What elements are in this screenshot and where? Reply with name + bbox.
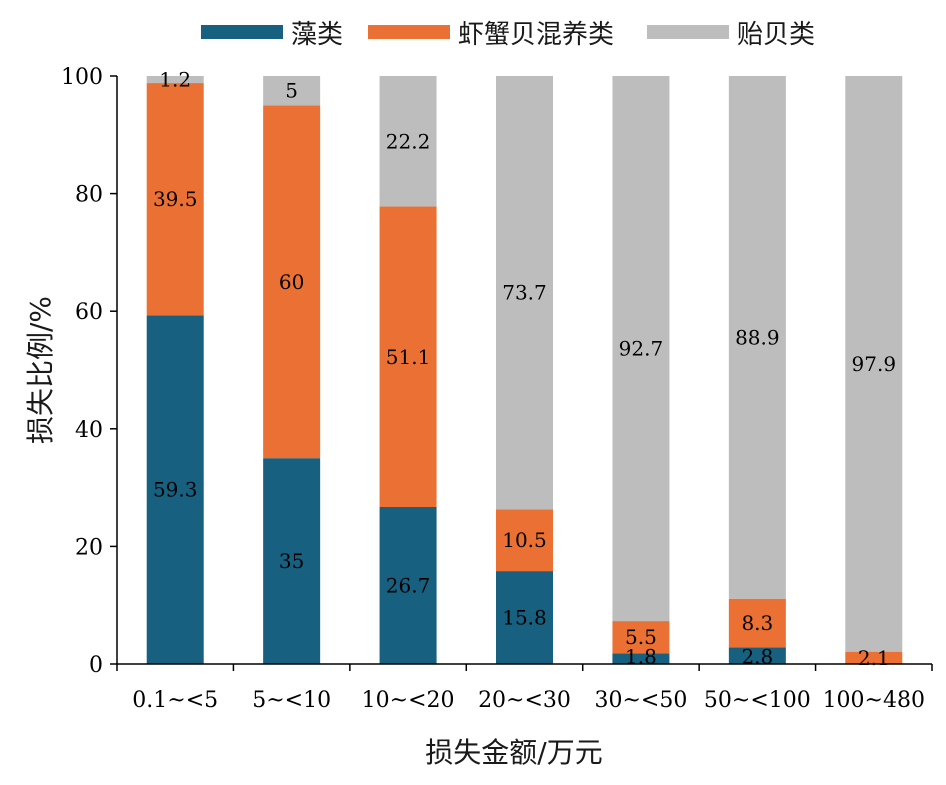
legend-label: 藻类 (291, 20, 343, 50)
x-tick-label: 30~<50 (594, 688, 687, 713)
x-tick-label: 0.1~<5 (132, 688, 218, 713)
bar-segment (728, 598, 786, 648)
legend-swatch (201, 25, 283, 39)
bars (146, 76, 903, 664)
data-label: 39.5 (153, 187, 198, 211)
bar-segment (263, 105, 321, 459)
y-tick-label: 20 (75, 535, 103, 560)
data-label: 2.1 (858, 646, 890, 670)
y-tick-label: 40 (75, 418, 103, 443)
data-label: 51.1 (386, 345, 431, 369)
data-label: 92.7 (619, 337, 664, 361)
x-tick-label: 10~<20 (362, 688, 455, 713)
axes: 0 20 40 60 80 100 0.1~<5 5~<10 10~<20 20~<30 30~<5… (61, 65, 933, 713)
legend: 藻类 虾蟹贝混养类 贻贝类 (201, 20, 815, 50)
y-tick-label: 80 (75, 183, 103, 208)
legend-swatch (647, 25, 729, 39)
bar-segment (146, 315, 204, 664)
bar-segment (612, 76, 670, 622)
x-tick-label: 50~<100 (704, 688, 811, 713)
bar-segment (845, 651, 903, 664)
data-label: 10.5 (502, 528, 547, 552)
data-label: 22.2 (386, 129, 431, 153)
bar-segment (263, 76, 321, 106)
bar-segment (496, 76, 553, 510)
data-label: 5.5 (625, 625, 657, 649)
data-label: 35 (279, 549, 304, 573)
bar-segment (379, 206, 437, 508)
bar-segment (379, 76, 437, 207)
y-tick-label: 60 (75, 300, 103, 325)
bar-segment (379, 507, 437, 664)
data-label: 88.9 (735, 325, 780, 349)
data-label: 1.2 (159, 68, 191, 92)
bar-segment (728, 76, 786, 599)
data-label: 5 (285, 79, 298, 103)
data-label: 8.3 (741, 611, 773, 635)
bar-segment (496, 571, 553, 664)
x-axis-title: 损失金额/万元 (425, 736, 602, 769)
bar-segment (728, 647, 786, 664)
data-label: 2.8 (741, 645, 773, 669)
bar-segment (146, 76, 204, 84)
legend-label: 贻贝类 (737, 20, 815, 50)
data-label: 26.7 (386, 574, 431, 598)
bar-segment (496, 509, 553, 572)
legend-swatch (368, 25, 450, 39)
bar-segment (146, 83, 204, 316)
x-tick-label: 100~480 (823, 688, 925, 713)
data-label: 59.3 (153, 478, 198, 502)
data-label: 97.9 (852, 352, 897, 376)
data-label: 15.8 (502, 606, 547, 630)
bar-segment (263, 458, 321, 664)
data-label: 60 (279, 270, 304, 294)
x-tick-label: 5~<10 (252, 688, 331, 713)
x-tick-label: 20~<30 (478, 688, 571, 713)
bar-segment (845, 76, 903, 652)
y-tick-label: 0 (89, 653, 103, 678)
data-label: 73.7 (502, 281, 547, 305)
bar-segment (612, 653, 670, 664)
y-tick-label: 100 (61, 65, 103, 90)
legend-label: 虾蟹贝混养类 (458, 20, 614, 50)
bar-segment (612, 621, 670, 654)
y-axis-title: 损失比例/% (24, 296, 57, 444)
